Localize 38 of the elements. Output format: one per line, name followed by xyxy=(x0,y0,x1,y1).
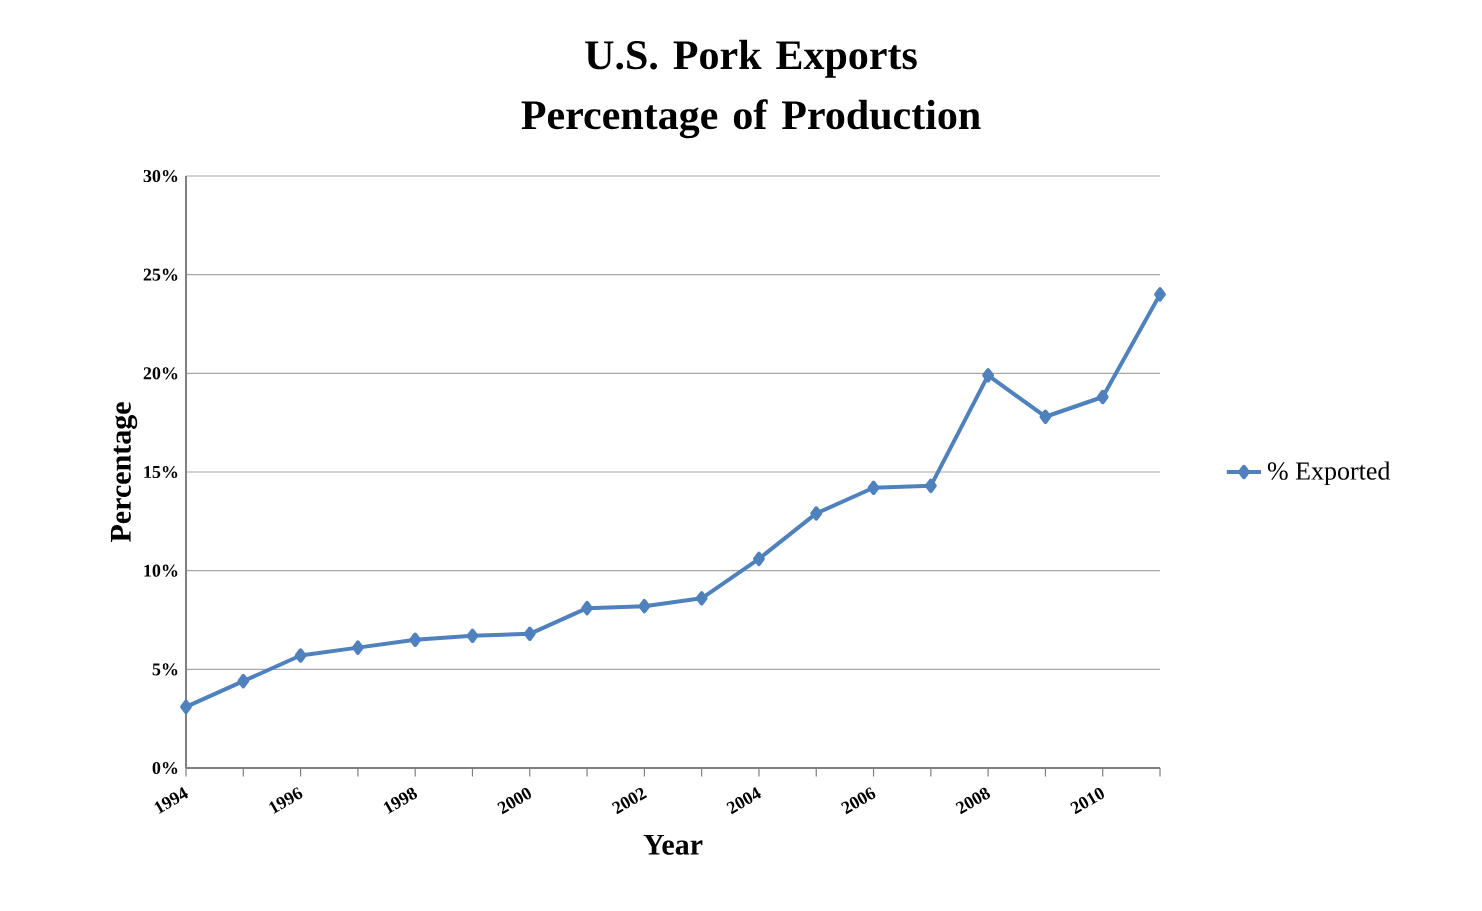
point xyxy=(581,600,593,616)
point xyxy=(409,632,422,647)
point xyxy=(982,368,995,383)
y-tick-label: 10% xyxy=(144,564,178,577)
point xyxy=(810,506,823,521)
y-tick-label: 0% xyxy=(152,761,178,775)
point xyxy=(753,551,765,567)
x-tick-label: 2002 xyxy=(611,787,648,815)
point xyxy=(695,591,708,606)
point xyxy=(867,480,880,495)
y-tick-label: 20% xyxy=(143,367,178,380)
x-tick-label: 2000 xyxy=(497,787,532,815)
legend-label: % Exported xyxy=(1267,461,1391,486)
point xyxy=(1096,389,1109,405)
point xyxy=(466,628,479,643)
point xyxy=(638,598,651,614)
x-tick-label: 2010 xyxy=(1070,787,1105,815)
x-tick-label: 2008 xyxy=(955,787,990,815)
x-tick-label: 1996 xyxy=(269,787,303,814)
point xyxy=(1154,287,1166,302)
x-tick-label: 2006 xyxy=(840,787,876,815)
y-tick-label: 30% xyxy=(143,169,178,183)
x-axis-title: Year xyxy=(643,834,703,855)
x-tick-label: 1994 xyxy=(154,787,189,814)
x-tick-label: 2004 xyxy=(726,787,762,815)
y-tick-label: 15% xyxy=(144,465,178,479)
point xyxy=(523,626,536,642)
point xyxy=(1039,409,1052,424)
point xyxy=(294,648,307,663)
point xyxy=(924,478,937,494)
x-tick-label: 1998 xyxy=(383,787,418,814)
y-tick-label: 25% xyxy=(143,268,178,281)
point xyxy=(180,699,192,715)
point xyxy=(237,673,250,689)
y-tick-label: 5% xyxy=(152,663,178,676)
chart-title: U.S. Pork Exports Percentage of Production xyxy=(521,39,981,139)
y-axis-title: Percentage xyxy=(110,402,138,543)
point xyxy=(351,640,364,655)
